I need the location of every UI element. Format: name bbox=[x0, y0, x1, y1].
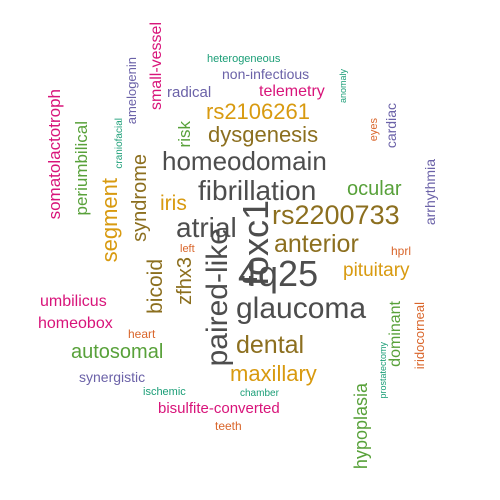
word-ischemic: ischemic bbox=[143, 387, 186, 398]
word-umbilicus: umbilicus bbox=[40, 294, 107, 310]
word-left: left bbox=[180, 244, 195, 255]
word-homeobox: homeobox bbox=[38, 316, 113, 332]
word-zfhx3: zfhx3 bbox=[175, 257, 195, 305]
word-foxc1: foxc1 bbox=[238, 200, 274, 286]
word-dysgenesis: dysgenesis bbox=[208, 124, 318, 146]
word-somatolactotroph: somatolactotroph bbox=[46, 89, 63, 219]
word-arrhythmia: arrhythmia bbox=[423, 159, 437, 225]
word-prostatectomy: prostatectomy bbox=[379, 342, 388, 399]
word-bisulfite-converted: bisulfite-converted bbox=[158, 401, 280, 416]
word-syndrome: syndrome bbox=[130, 154, 150, 242]
word-bicoid: bicoid bbox=[145, 259, 166, 314]
word-cardiac: cardiac bbox=[384, 103, 398, 148]
word-iridocorneal: iridocorneal bbox=[413, 302, 426, 369]
word-rs2106261: rs2106261 bbox=[206, 101, 310, 123]
word-synergistic: synergistic bbox=[79, 370, 145, 384]
word-homeodomain: homeodomain bbox=[162, 148, 327, 174]
word-heterogeneous: heterogeneous bbox=[207, 54, 280, 65]
word-anterior: anterior bbox=[274, 232, 359, 257]
word-autosomal: autosomal bbox=[71, 342, 163, 362]
word-pituitary: pituitary bbox=[343, 261, 410, 280]
word-paired-like: paired-like bbox=[203, 228, 233, 366]
word-hprl: hprl bbox=[391, 245, 411, 257]
word-risk: risk bbox=[176, 121, 193, 147]
word-periumbilical: periumbilical bbox=[73, 121, 90, 215]
word-teeth: teeth bbox=[215, 420, 242, 432]
word-craniofacial: craniofacial bbox=[115, 118, 125, 169]
word-maxillary: maxillary bbox=[230, 363, 317, 385]
word-radical: radical bbox=[167, 85, 211, 100]
word-ocular: ocular bbox=[347, 179, 401, 199]
word-eyes: eyes bbox=[369, 118, 380, 141]
word-non-infectious: non-infectious bbox=[222, 67, 309, 81]
word-dental: dental bbox=[236, 333, 304, 358]
word-telemetry: telemetry bbox=[259, 84, 325, 100]
word-dominant: dominant bbox=[388, 301, 404, 367]
word-atrial: atrial bbox=[176, 214, 237, 242]
word-iris: iris bbox=[160, 193, 187, 214]
word-segment: segment bbox=[99, 178, 121, 262]
word-rs2200733: rs2200733 bbox=[272, 202, 400, 229]
word-heart: heart bbox=[128, 328, 155, 340]
word-anomaly: anomaly bbox=[339, 69, 348, 103]
word-amelogenin: amelogenin bbox=[125, 57, 138, 124]
word-small-vessel: small-vessel bbox=[149, 22, 165, 110]
word-chamber: chamber bbox=[240, 389, 279, 399]
word-glaucoma: glaucoma bbox=[236, 294, 366, 324]
word-hypoplasia: hypoplasia bbox=[352, 383, 370, 469]
